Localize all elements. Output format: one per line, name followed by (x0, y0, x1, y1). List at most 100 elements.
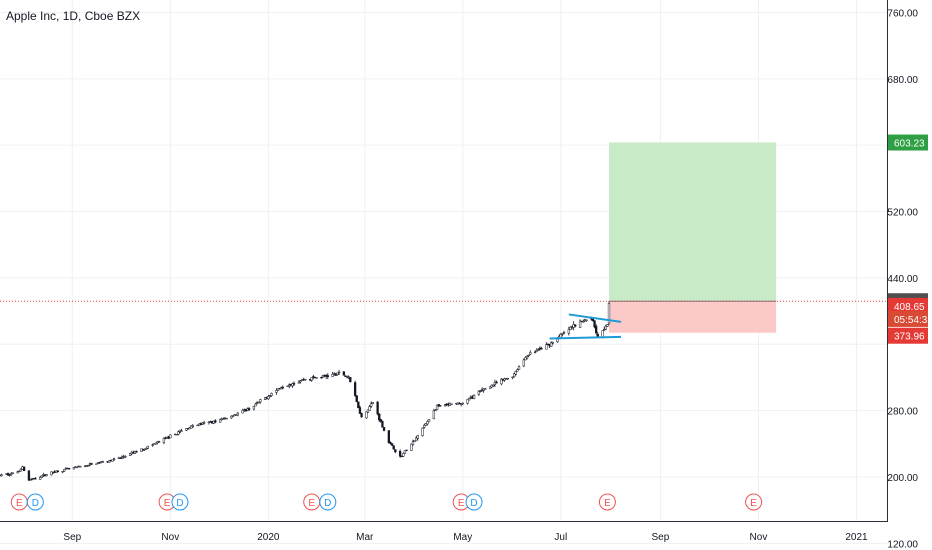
price-tag-stop (888, 327, 928, 344)
candle-body (222, 418, 225, 420)
price-tag-stop-label: 373.96 (894, 332, 925, 343)
price-tag-target-label: 603.23 (894, 139, 925, 150)
candle-body (268, 395, 272, 397)
candle-body (175, 434, 178, 436)
candles-layer (0, 300, 611, 482)
candle-body (529, 352, 532, 355)
candle-body (411, 441, 415, 446)
candle-body (10, 473, 13, 475)
price-tick-label: 440.00 (887, 274, 918, 285)
trendlines-layer[interactable] (549, 313, 622, 340)
candle-body (230, 415, 233, 419)
candle-body (95, 463, 98, 465)
candle-body (493, 381, 497, 385)
candle-body (537, 348, 540, 351)
dividend-marker (171, 493, 189, 511)
candle-body (67, 467, 71, 470)
candle-body (79, 466, 82, 468)
candle-body (423, 424, 426, 428)
candle-body (124, 456, 127, 458)
candle-body (334, 374, 337, 376)
time-axis[interactable]: Sep Nov 2020 Mar May Jul Sep Nov 2021 (63, 532, 868, 543)
earnings-marker-label: E (750, 498, 757, 509)
dividend-marker (26, 493, 44, 511)
price-tag-countdown-label: 05:54:32 (894, 315, 932, 326)
candle-body (596, 333, 599, 337)
candle-body (591, 318, 595, 321)
earnings-marker (745, 493, 763, 511)
candle-body (403, 450, 407, 454)
position-zones[interactable] (609, 142, 777, 333)
candle-body (355, 395, 358, 402)
candle-body (593, 320, 596, 328)
profit-zone (609, 142, 777, 302)
candle-body (297, 381, 301, 384)
candle-body (50, 471, 53, 476)
candle-body (275, 390, 278, 393)
candle-body (479, 390, 482, 392)
candle-body (450, 403, 453, 405)
candle-body (146, 445, 149, 449)
price-tag-current-label: 408.65 (894, 302, 925, 313)
candle-body (214, 420, 217, 423)
time-tick-label: 2021 (845, 532, 868, 543)
time-tick-label: May (453, 532, 472, 543)
candle-body (141, 449, 145, 451)
candle-body (16, 471, 19, 474)
candle-body (607, 303, 611, 324)
candle-body (527, 354, 530, 357)
candle-body (477, 391, 481, 395)
candle-body (432, 410, 436, 420)
candle-body (514, 371, 517, 375)
candle-body (511, 376, 514, 379)
candle-body (506, 378, 509, 380)
candle-body (569, 327, 572, 330)
price-tick-label: 760.00 (887, 8, 918, 19)
candle-body (299, 380, 302, 383)
candle-body (426, 421, 429, 425)
candle-body (39, 476, 42, 480)
candle-body (225, 417, 228, 420)
candle-body (157, 441, 161, 443)
price-axis[interactable]: 120.00 200.00 280.00 440.00 520.00 680.00 760.… (887, 8, 918, 550)
candle-body (368, 406, 371, 411)
candle-body (190, 425, 193, 429)
candle-body (45, 474, 48, 477)
candle-body (381, 421, 384, 428)
candle-body (402, 452, 405, 457)
candle-body (178, 431, 182, 433)
candle-body (416, 435, 419, 439)
time-tick-label: Sep (652, 532, 670, 543)
candle-body (522, 359, 525, 367)
candle-body (421, 427, 424, 436)
candle-body (535, 350, 538, 352)
candle-body (500, 378, 503, 385)
stop-loss-zone (609, 301, 777, 333)
candle-body (357, 401, 360, 409)
candle-body (191, 425, 194, 427)
candle-body (379, 419, 382, 422)
candle-body (562, 331, 566, 334)
candle-body (310, 377, 313, 381)
candle-body (360, 413, 363, 418)
candle-body (488, 386, 492, 389)
candle-body (40, 475, 43, 478)
candle-body (90, 463, 93, 465)
candle-body (326, 375, 329, 378)
dividend-marker-label: D (324, 498, 331, 509)
candle-body (337, 371, 341, 374)
candle-body (556, 338, 559, 343)
price-tag-target (888, 134, 928, 151)
time-tick-label: Nov (161, 532, 179, 543)
candle-body (252, 405, 256, 410)
candle-body (370, 403, 373, 407)
dividend-marker (319, 493, 337, 511)
price-tick-label: 200.00 (887, 473, 918, 484)
candle-body (75, 466, 79, 468)
candle-body (443, 404, 447, 407)
candle-body (259, 399, 262, 403)
time-tick-label: Mar (356, 532, 374, 543)
